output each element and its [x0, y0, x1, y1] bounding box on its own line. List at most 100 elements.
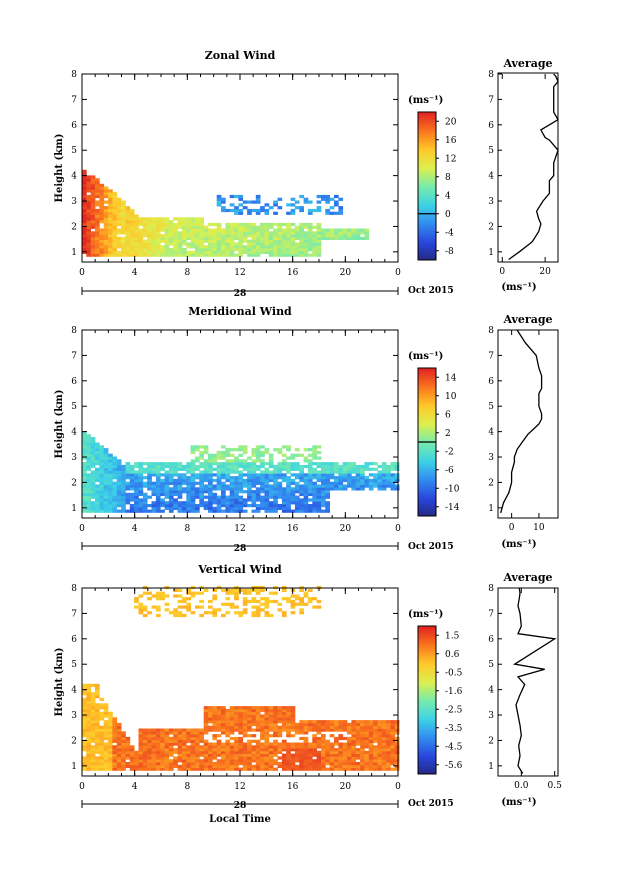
heatmap-cell [264, 448, 270, 452]
heatmap-cell [247, 720, 252, 724]
heatmap-cell [125, 464, 131, 469]
heatmap-cell [134, 753, 139, 757]
heatmap-cell [208, 222, 213, 227]
heatmap-cell [95, 714, 100, 718]
heatmap-cell [281, 728, 287, 732]
heatmap-cell [90, 703, 96, 707]
heatmap-cell [129, 473, 135, 477]
heatmap-cell [125, 492, 131, 496]
x-tick-label: 20 [340, 782, 352, 792]
heatmap-cell [86, 467, 91, 471]
heatmap-cell [303, 490, 309, 494]
heatmap-cell [238, 725, 244, 729]
heatmap-cell [273, 242, 278, 246]
heatmap-cell [199, 217, 204, 221]
heatmap-cell [186, 236, 191, 240]
colorbar-tick-label: 14 [445, 373, 457, 383]
avg-y-tick-label: 3 [488, 197, 494, 207]
heatmap-cell [242, 478, 248, 483]
heatmap-cell [334, 211, 339, 215]
colorbar-swatch [418, 739, 436, 743]
heatmap-cell [351, 467, 357, 471]
heatmap-cell [299, 253, 304, 257]
heatmap-cell [221, 445, 226, 449]
heatmap-cell [129, 492, 135, 496]
heatmap-cell [390, 725, 396, 729]
heatmap-cell [108, 495, 113, 499]
heatmap-cell [334, 742, 339, 746]
heatmap-cell [103, 498, 109, 502]
heatmap-cell [86, 703, 91, 707]
heatmap-cell [355, 234, 361, 238]
heatmap-cell [290, 236, 296, 240]
heatmap-cell [138, 756, 144, 760]
heatmap-cell [90, 231, 96, 235]
heatmap-cell [142, 764, 148, 768]
heatmap-cell [325, 759, 330, 763]
heatmap-cell [151, 239, 157, 243]
colorbar-swatch [418, 419, 436, 423]
heatmap-cell [255, 599, 261, 604]
heatmap-cell [381, 731, 387, 735]
heatmap-cell [121, 756, 126, 760]
heatmap-cell [108, 725, 113, 729]
heatmap-cell [386, 756, 391, 760]
heatmap-cell [312, 745, 317, 749]
heatmap-cell [138, 745, 144, 749]
heatmap-cell [199, 234, 204, 238]
heatmap-cell [247, 490, 252, 494]
heatmap-cell [281, 711, 287, 715]
heatmap-cell [268, 459, 274, 463]
heatmap-cell [299, 742, 304, 746]
heatmap-cell [386, 742, 391, 746]
heatmap-cell [199, 450, 204, 455]
heatmap-cell [377, 748, 383, 752]
y-tick-label: 4 [71, 428, 77, 438]
heatmap-cell [234, 208, 239, 213]
heatmap-cell [277, 250, 283, 254]
heatmap-cell [321, 234, 326, 238]
heatmap-cell [260, 501, 265, 505]
heatmap-cell [299, 490, 304, 494]
heatmap-cell [95, 703, 100, 707]
heatmap-cell [255, 748, 261, 752]
heatmap-cell [234, 464, 239, 469]
heatmap-cell [195, 236, 200, 240]
colorbar: 1.50.6-0.5-1.6-2.5-3.5-4.5-5.6 [417, 625, 463, 775]
heatmap-cell [325, 481, 330, 485]
heatmap-cell [255, 208, 261, 213]
heatmap-cell [264, 708, 270, 713]
heatmap-cell [355, 473, 361, 477]
heatmap-cell [229, 492, 235, 496]
heatmap-cell [212, 506, 218, 510]
heatmap-cell [164, 608, 170, 612]
heatmap-cell [90, 695, 96, 699]
colorbar-tick-label: -4 [445, 228, 454, 238]
heatmap-cell [229, 714, 235, 718]
colorbar-swatch [418, 382, 436, 386]
heatmap-cell [260, 236, 265, 240]
heatmap-cell [273, 253, 278, 257]
heatmap-cell [212, 453, 218, 457]
heatmap-cell [273, 599, 278, 604]
heatmap-cell [203, 756, 209, 760]
heatmap-cell [364, 478, 370, 483]
heatmap-cell [360, 481, 365, 485]
heatmap-cell [316, 750, 322, 754]
heatmap-cell [82, 759, 87, 763]
heatmap-cell [225, 591, 231, 595]
avg-y-tick-label: 6 [488, 635, 494, 645]
heatmap-cell [82, 490, 87, 494]
heatmap-cell [242, 764, 248, 768]
heatmap-cell [90, 700, 96, 704]
heatmap-cell [186, 509, 191, 513]
heatmap-cell [251, 484, 257, 488]
heatmap-cell [312, 236, 317, 240]
heatmap-cell [355, 478, 361, 483]
heatmap-cell [186, 484, 191, 488]
heatmap-cell [121, 245, 126, 249]
heatmap-cell [203, 728, 209, 732]
heatmap-cell [286, 734, 291, 738]
heatmap-cell [394, 728, 400, 732]
heatmap-cell [273, 708, 278, 713]
